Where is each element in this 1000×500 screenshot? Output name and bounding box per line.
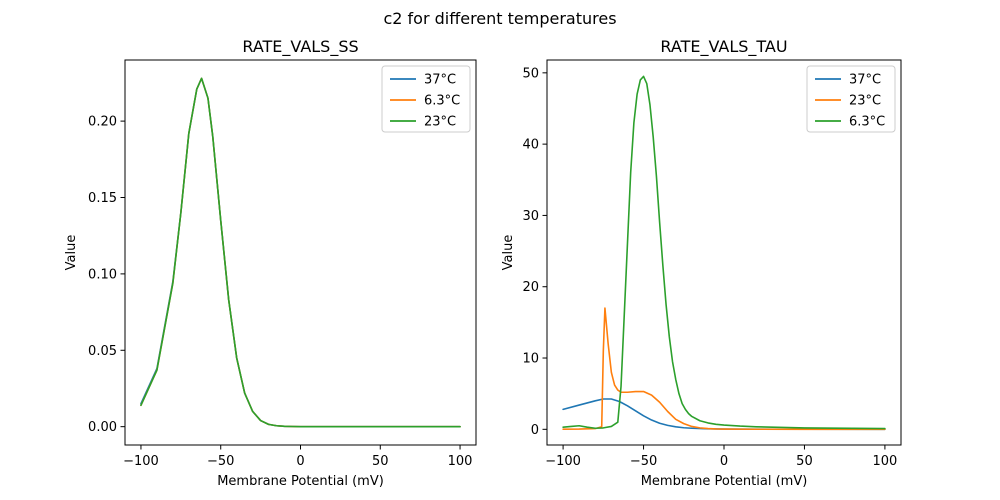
x-tick-label: 0 <box>296 454 304 469</box>
x-tick-label: 0 <box>720 454 728 469</box>
legend-label: 37°C <box>424 73 456 88</box>
y-tick-label: 0.15 <box>88 191 117 206</box>
series-group <box>140 77 461 428</box>
x-tick-label: −50 <box>207 454 234 469</box>
x-tick-label: 100 <box>448 454 473 469</box>
panel-rate-vals-tau: −100 −50 0 50 100 0 10 20 30 40 50 RATE_VALS_TAU Mem… <box>501 37 902 489</box>
x-tick-label: 100 <box>872 454 897 469</box>
y-tick-label: 30 <box>522 209 539 224</box>
panel-title: RATE_VALS_SS <box>242 37 358 57</box>
x-axis-label: Membrane Potential (mV) <box>641 474 808 489</box>
y-tick-label: 20 <box>522 280 539 295</box>
y-tick-label: 40 <box>522 138 539 153</box>
x-tick-label: −100 <box>123 454 159 469</box>
series-line-2 <box>562 307 886 431</box>
y-tick-label: 0.10 <box>88 267 117 282</box>
x-axis-label: Membrane Potential (mV) <box>217 474 384 489</box>
series-line-3 <box>140 77 461 428</box>
y-tick-label: 0 <box>531 423 539 438</box>
legend-box <box>806 65 896 133</box>
legend-label: 6.3°C <box>424 94 460 109</box>
series-group <box>562 75 886 431</box>
series-line-3 <box>562 75 886 430</box>
panel-rate-vals-ss: −100 −50 0 50 100 0.00 0.05 0.10 0.15 0.20 RATE_VA… <box>64 37 477 489</box>
y-tick-label: 50 <box>522 66 539 81</box>
x-tick-label: 50 <box>796 454 813 469</box>
y-tick-label: 0.00 <box>88 420 117 435</box>
y-axis-label: Value <box>64 235 79 271</box>
panel-title: RATE_VALS_TAU <box>660 37 787 57</box>
legend-label: 37°C <box>849 73 881 88</box>
y-axis-label: Value <box>501 235 516 271</box>
legend-label: 23°C <box>424 115 456 130</box>
x-tick-label: −50 <box>630 454 657 469</box>
x-tick-label: −100 <box>545 454 581 469</box>
y-tick-label: 10 <box>522 352 539 367</box>
figure-suptitle: c2 for different temperatures <box>383 9 616 28</box>
legend-label: 23°C <box>849 94 881 109</box>
legend: 37°C 23°C 6.3°C <box>806 65 896 133</box>
y-tick-label: 0.05 <box>88 344 117 359</box>
legend-label: 6.3°C <box>849 115 885 130</box>
y-tick-label: 0.20 <box>88 115 117 130</box>
x-tick-label: 50 <box>372 454 389 469</box>
legend: 37°C 6.3°C 23°C <box>381 65 471 133</box>
legend-box <box>381 65 471 133</box>
